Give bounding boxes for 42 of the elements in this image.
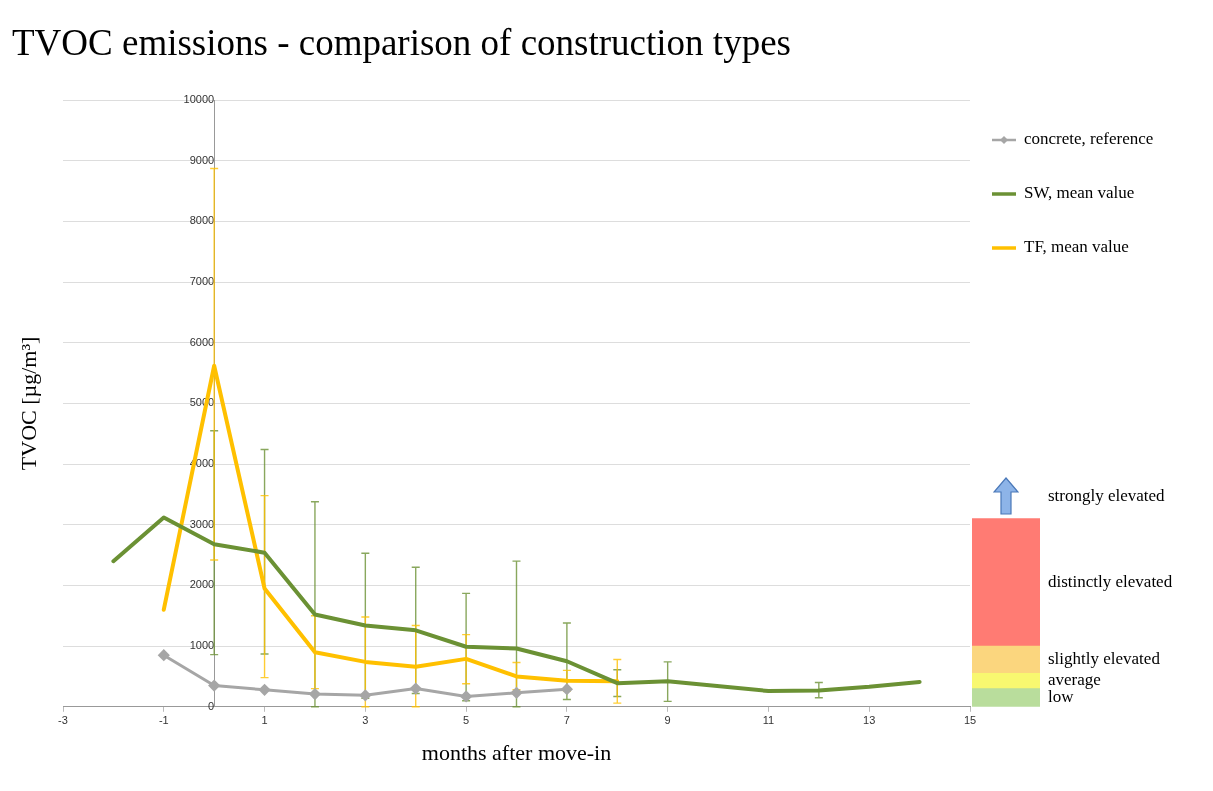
chart-title: TVOC emissions - comparison of construction types	[12, 22, 791, 63]
x-tick-label: 9	[664, 714, 671, 727]
point	[410, 683, 422, 695]
y-tick-label: 0	[208, 699, 215, 712]
x-tick-label: 11	[762, 714, 775, 727]
series-label: low	[1048, 687, 1075, 707]
point	[511, 687, 522, 699]
x-tick-label: 1	[261, 714, 268, 727]
point	[158, 649, 170, 661]
x-tick-label: 13	[863, 714, 876, 727]
text: strongly elevated	[1048, 486, 1166, 506]
legend-label: TF, mean value	[1024, 237, 1129, 257]
y-tick-label: 10000	[183, 93, 215, 106]
series-label: distinctly elevated	[1048, 571, 1173, 591]
bar	[972, 645, 1040, 674]
point	[309, 688, 321, 700]
y-tick-label: 2000	[189, 578, 215, 591]
point	[208, 680, 220, 692]
x-tick-label: -3	[58, 714, 68, 727]
series-label: slightly elevated	[1048, 649, 1161, 669]
bar	[972, 518, 1040, 647]
point	[359, 689, 371, 701]
x-tick-label: 3	[362, 714, 369, 727]
y-tick-label: 6000	[189, 335, 215, 348]
point	[561, 683, 573, 695]
bar	[972, 673, 1040, 689]
legend-label: SW, mean value	[1024, 183, 1135, 203]
bar	[972, 688, 1040, 707]
x-tick-label: -1	[158, 714, 169, 727]
y-axis-title: TVOC [µg/m³]	[16, 336, 41, 471]
x-axis-title: months after move-in	[421, 740, 612, 765]
x-tick-label: 7	[563, 714, 570, 727]
x-tick-label: 5	[463, 714, 470, 727]
series-label: average	[1048, 670, 1101, 690]
point	[259, 684, 271, 696]
y-tick-label: 7000	[189, 275, 215, 288]
y-tick-label: 8000	[189, 214, 215, 227]
point	[460, 690, 472, 702]
x-tick-label: 15	[963, 714, 977, 727]
y-tick-label: 1000	[189, 639, 215, 652]
y-tick-label: 9000	[189, 153, 215, 166]
legend-label: concrete, reference	[1024, 129, 1154, 149]
